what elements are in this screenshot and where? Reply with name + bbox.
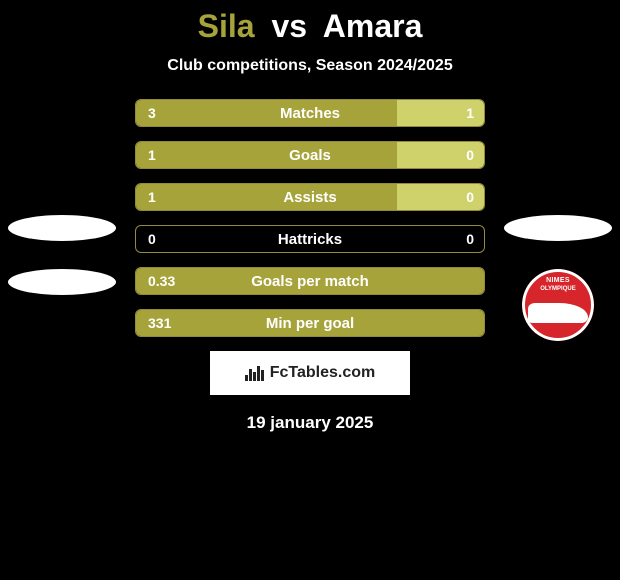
value-left: 0: [148, 231, 156, 247]
nimes-badge: NIMES OLYMPIQUE: [522, 269, 594, 341]
stat-label: Matches: [280, 105, 340, 122]
value-left: 3: [148, 105, 156, 121]
stat-label: Min per goal: [266, 315, 354, 332]
comparison-card: Sila vs Amara Club competitions, Season …: [0, 0, 620, 433]
player1-photo-placeholder: [8, 215, 116, 241]
value-left: 331: [148, 315, 171, 331]
stats-area: NIMES OLYMPIQUE 3 1 Matches 1 0 Goals 1 0 Assist…: [0, 99, 620, 337]
bar-track: 331 Min per goal: [135, 309, 485, 337]
stat-row: 1 0 Goals: [0, 141, 620, 169]
brand-logo: FcTables.com: [245, 364, 376, 382]
title: Sila vs Amara: [0, 8, 620, 45]
player2-photo-placeholder: [504, 215, 612, 241]
date: 19 january 2025: [0, 413, 620, 433]
value-left: 0.33: [148, 273, 175, 289]
stat-label: Goals per match: [251, 273, 369, 290]
stat-label: Goals: [289, 147, 331, 164]
brand-box: FcTables.com: [210, 351, 410, 395]
vs-label: vs: [271, 8, 307, 44]
badge-line2: OLYMPIQUE: [522, 286, 594, 292]
value-left: 1: [148, 189, 156, 205]
bar-left: [136, 100, 397, 126]
subtitle: Club competitions, Season 2024/2025: [0, 57, 620, 75]
stat-label: Assists: [283, 189, 336, 206]
bar-track: 1 0 Goals: [135, 141, 485, 169]
value-right: 1: [466, 105, 474, 121]
value-right: 0: [466, 189, 474, 205]
player1-name: Sila: [198, 8, 255, 44]
brand-text: FcTables.com: [270, 364, 376, 382]
stat-label: Hattricks: [278, 231, 342, 248]
bar-track: 0.33 Goals per match: [135, 267, 485, 295]
player1-club-placeholder: [8, 269, 116, 295]
bar-chart-icon: [245, 366, 264, 381]
bar-left: [136, 142, 397, 168]
badge-line1: NIMES: [522, 277, 594, 284]
bar-left: [136, 184, 397, 210]
badge-croc-icon: [528, 303, 588, 323]
value-left: 1: [148, 147, 156, 163]
right-placeholders: NIMES OLYMPIQUE: [504, 215, 612, 341]
bar-track: 3 1 Matches: [135, 99, 485, 127]
bar-track: 1 0 Assists: [135, 183, 485, 211]
stat-row: 3 1 Matches: [0, 99, 620, 127]
value-right: 0: [466, 231, 474, 247]
player2-name: Amara: [323, 8, 423, 44]
bar-track: 0 0 Hattricks: [135, 225, 485, 253]
stat-row: 1 0 Assists: [0, 183, 620, 211]
left-placeholders: [8, 215, 116, 323]
value-right: 0: [466, 147, 474, 163]
